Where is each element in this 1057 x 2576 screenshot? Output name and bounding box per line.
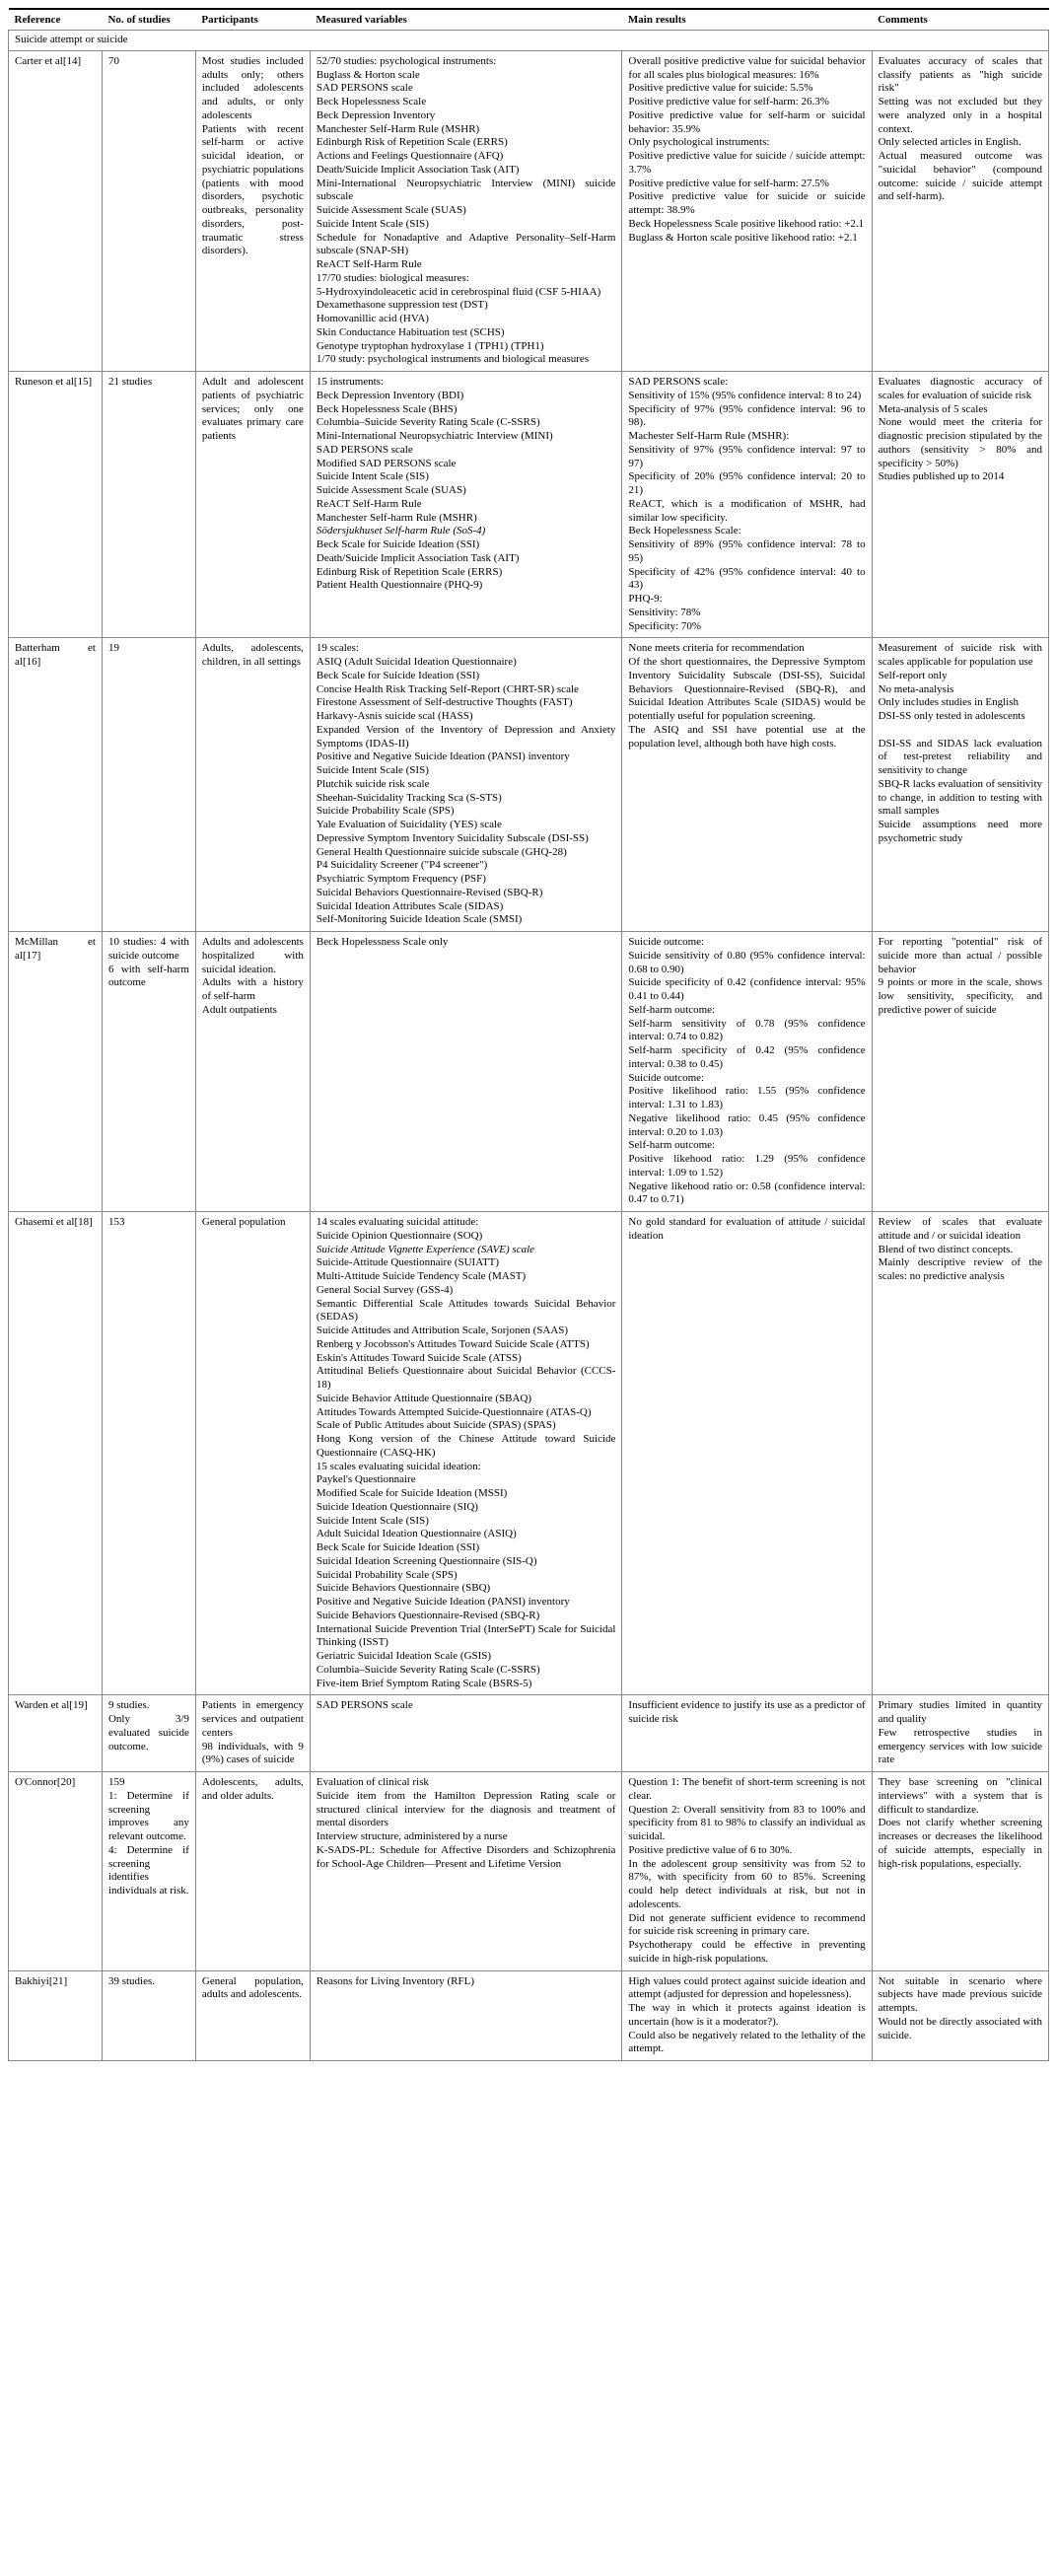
cell-num-studies: 70: [102, 50, 195, 371]
cell-comments: For reporting "potential" risk of suicid…: [872, 932, 1048, 1212]
cell-comments: Not suitable in scenario where subjects …: [872, 1970, 1048, 2061]
cell-measured: 52/70 studies: psychological instruments…: [310, 50, 622, 371]
cell-num-studies: 39 studies.: [102, 1970, 195, 2061]
cell-reference: Runeson et al[15]: [9, 372, 103, 638]
cell-num-studies: 153: [102, 1212, 195, 1695]
cell-results: Question 1: The benefit of short-term sc…: [622, 1772, 872, 1971]
cell-measured: 15 instruments: Beck Depression Inventor…: [310, 372, 622, 638]
cell-measured: 14 scales evaluating suicidal attitude: …: [310, 1212, 622, 1695]
cell-measured: Evaluation of clinical risk Suicide item…: [310, 1772, 622, 1971]
header-comments: Comments: [872, 9, 1048, 31]
header-num-studies: No. of studies: [102, 9, 195, 31]
cell-comments: Primary studies limited in quantity and …: [872, 1695, 1048, 1772]
cell-comments: Measurement of suicide risk with scales …: [872, 638, 1048, 932]
header-participants: Participants: [195, 9, 310, 31]
header-reference: Reference: [9, 9, 103, 31]
cell-results: Insufficient evidence to justify its use…: [622, 1695, 872, 1772]
italic-text: Södersjukhuset Self-harm Rule (SoS-4): [317, 525, 485, 537]
table-row: Ghasemi et al[18]153General population14…: [9, 1212, 1049, 1695]
cell-comments: Review of scales that evaluate attitude …: [872, 1212, 1048, 1695]
section-title: Suicide attempt or suicide: [9, 31, 1049, 51]
table-row: Carter et al[14]70Most studies included …: [9, 50, 1049, 371]
header-row: Reference No. of studies Participants Me…: [9, 9, 1049, 31]
cell-results: No gold standard for evaluation of attit…: [622, 1212, 872, 1695]
cell-participants: Patients in emergency services and outpa…: [195, 1695, 310, 1772]
cell-num-studies: 21 studies: [102, 372, 195, 638]
cell-results: Overall positive predictive value for su…: [622, 50, 872, 371]
table-row: McMillan et al[17]10 studies: 4 with sui…: [9, 932, 1049, 1212]
section-row: Suicide attempt or suicide: [9, 31, 1049, 51]
header-results: Main results: [622, 9, 872, 31]
cell-measured: 19 scales: ASIQ (Adult Suicidal Ideation…: [310, 638, 622, 932]
cell-reference: Ghasemi et al[18]: [9, 1212, 103, 1695]
cell-num-studies: 9 studies. Only 3/9 evaluated suicide ou…: [102, 1695, 195, 1772]
cell-participants: General population, adults and adolescen…: [195, 1970, 310, 2061]
cell-reference: Bakhiyi[21]: [9, 1970, 103, 2061]
cell-participants: General population: [195, 1212, 310, 1695]
table-row: Runeson et al[15]21 studiesAdult and ado…: [9, 372, 1049, 638]
studies-table: Reference No. of studies Participants Me…: [8, 8, 1049, 2061]
cell-comments: Evaluates diagnostic accuracy of scales …: [872, 372, 1048, 638]
cell-participants: Adults, adolescents, children, in all se…: [195, 638, 310, 932]
cell-participants: Adult and adolescent patients of psychia…: [195, 372, 310, 638]
cell-num-studies: 10 studies: 4 with suicide outcome 6 wit…: [102, 932, 195, 1212]
cell-reference: Batterham et al[16]: [9, 638, 103, 932]
cell-results: Suicide outcome: Suicide sensitivity of …: [622, 932, 872, 1212]
cell-num-studies: 159 1: Determine if screening improves a…: [102, 1772, 195, 1971]
cell-participants: Most studies included adults only; other…: [195, 50, 310, 371]
cell-participants: Adults and adolescents hospitalized with…: [195, 932, 310, 1212]
cell-results: SAD PERSONS scale: Sensitivity of 15% (9…: [622, 372, 872, 638]
cell-measured: SAD PERSONS scale: [310, 1695, 622, 1772]
table-row: Bakhiyi[21]39 studies.General population…: [9, 1970, 1049, 2061]
cell-participants: Adolescents, adults, and older adults.: [195, 1772, 310, 1971]
table-row: O'Connor[20]159 1: Determine if screenin…: [9, 1772, 1049, 1971]
cell-reference: McMillan et al[17]: [9, 932, 103, 1212]
cell-reference: O'Connor[20]: [9, 1772, 103, 1971]
cell-measured: Reasons for Living Inventory (RFL): [310, 1970, 622, 2061]
cell-results: High values could protect against suicid…: [622, 1970, 872, 2061]
cell-reference: Carter et al[14]: [9, 50, 103, 371]
cell-comments: Evaluates accuracy of scales that classi…: [872, 50, 1048, 371]
cell-measured: Beck Hopelessness Scale only: [310, 932, 622, 1212]
italic-text: Suicide Attitude Vignette Experience (SA…: [317, 1244, 534, 1255]
table-row: Batterham et al[16]19Adults, adolescents…: [9, 638, 1049, 932]
cell-num-studies: 19: [102, 638, 195, 932]
cell-reference: Warden et al[19]: [9, 1695, 103, 1772]
table-row: Warden et al[19]9 studies. Only 3/9 eval…: [9, 1695, 1049, 1772]
header-measured: Measured variables: [310, 9, 622, 31]
cell-comments: They base screening on "clinical intervi…: [872, 1772, 1048, 1971]
cell-results: None meets criteria for recommendation O…: [622, 638, 872, 932]
